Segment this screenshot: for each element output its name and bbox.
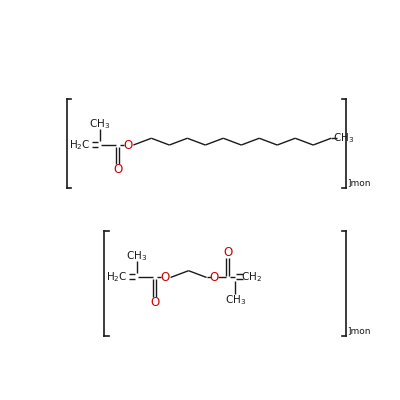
Text: $\mathregular{H_2C}$: $\mathregular{H_2C}$ xyxy=(106,270,128,284)
Text: O: O xyxy=(160,271,170,284)
Text: O: O xyxy=(113,163,122,176)
Text: O: O xyxy=(210,271,219,284)
Text: $\mathregular{H_2C}$: $\mathregular{H_2C}$ xyxy=(69,138,90,152)
Text: ]mon: ]mon xyxy=(348,178,371,187)
Text: $\mathregular{CH_3}$: $\mathregular{CH_3}$ xyxy=(89,117,110,131)
Text: O: O xyxy=(223,246,232,259)
Text: $\mathregular{CH_3}$: $\mathregular{CH_3}$ xyxy=(225,293,246,306)
Text: ]mon: ]mon xyxy=(348,326,371,335)
Text: $\mathregular{CH_3}$: $\mathregular{CH_3}$ xyxy=(333,131,354,145)
Text: O: O xyxy=(150,296,160,309)
Text: $\mathregular{CH_2}$: $\mathregular{CH_2}$ xyxy=(241,270,262,284)
Text: O: O xyxy=(123,138,132,152)
Text: $\mathregular{CH_3}$: $\mathregular{CH_3}$ xyxy=(126,250,148,264)
